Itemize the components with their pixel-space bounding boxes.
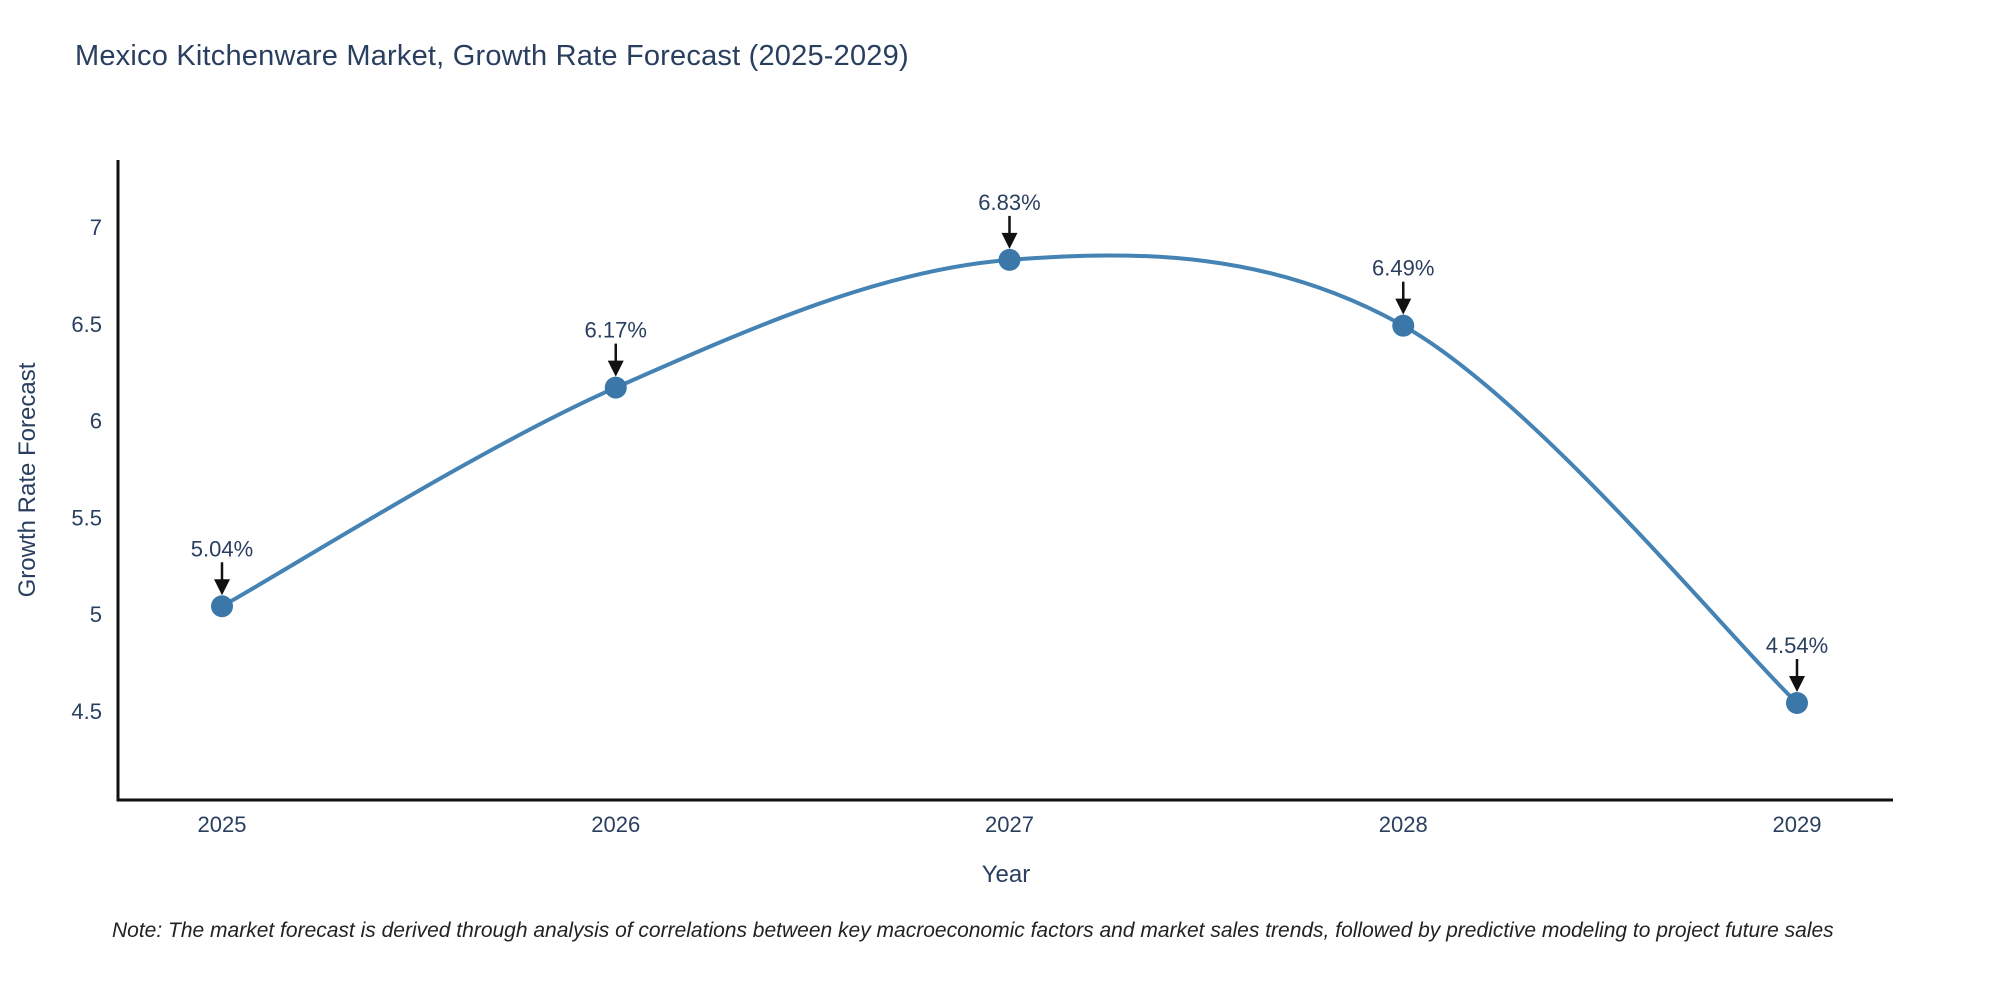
x-tick-label: 2026 <box>591 812 640 837</box>
x-tick-label: 2027 <box>985 812 1034 837</box>
y-tick-label: 7 <box>90 215 102 240</box>
data-point-marker[interactable] <box>998 248 1021 271</box>
annotation-arrow-head <box>1789 676 1805 693</box>
data-point-marker[interactable] <box>211 595 233 618</box>
x-tick-label: 2025 <box>198 812 247 837</box>
x-axis-title: Year <box>981 861 1031 888</box>
annotation-label: 6.49% <box>1372 256 1434 281</box>
y-tick-label: 4.5 <box>71 699 102 724</box>
annotation-arrow-head <box>607 360 624 377</box>
y-tick-label: 5 <box>90 602 102 627</box>
footnote: Note: The market forecast is derived thr… <box>112 919 1834 942</box>
annotation-label: 5.04% <box>191 536 253 561</box>
y-tick-label: 5.5 <box>71 505 102 530</box>
data-point-marker[interactable] <box>604 376 627 399</box>
chart-title: Mexico Kitchenware Market, Growth Rate F… <box>75 40 909 72</box>
annotation-arrow-head <box>1395 298 1412 315</box>
x-tick-label: 2028 <box>1379 812 1428 837</box>
trend-line <box>220 253 1799 705</box>
data-point-marker[interactable] <box>1786 692 1808 715</box>
y-axis-title: Growth Rate Forecast <box>14 362 41 598</box>
annotation-label: 6.17% <box>585 318 647 343</box>
annotation-arrow-head <box>214 579 230 596</box>
y-tick-label: 6.5 <box>71 312 102 337</box>
x-tick-label: 2029 <box>1773 812 1822 837</box>
annotation-label: 6.83% <box>978 190 1040 215</box>
annotation-label: 4.54% <box>1766 633 1828 658</box>
annotation-arrow-head <box>1001 232 1018 249</box>
y-tick-label: 6 <box>90 409 102 434</box>
data-point-marker[interactable] <box>1392 314 1415 337</box>
